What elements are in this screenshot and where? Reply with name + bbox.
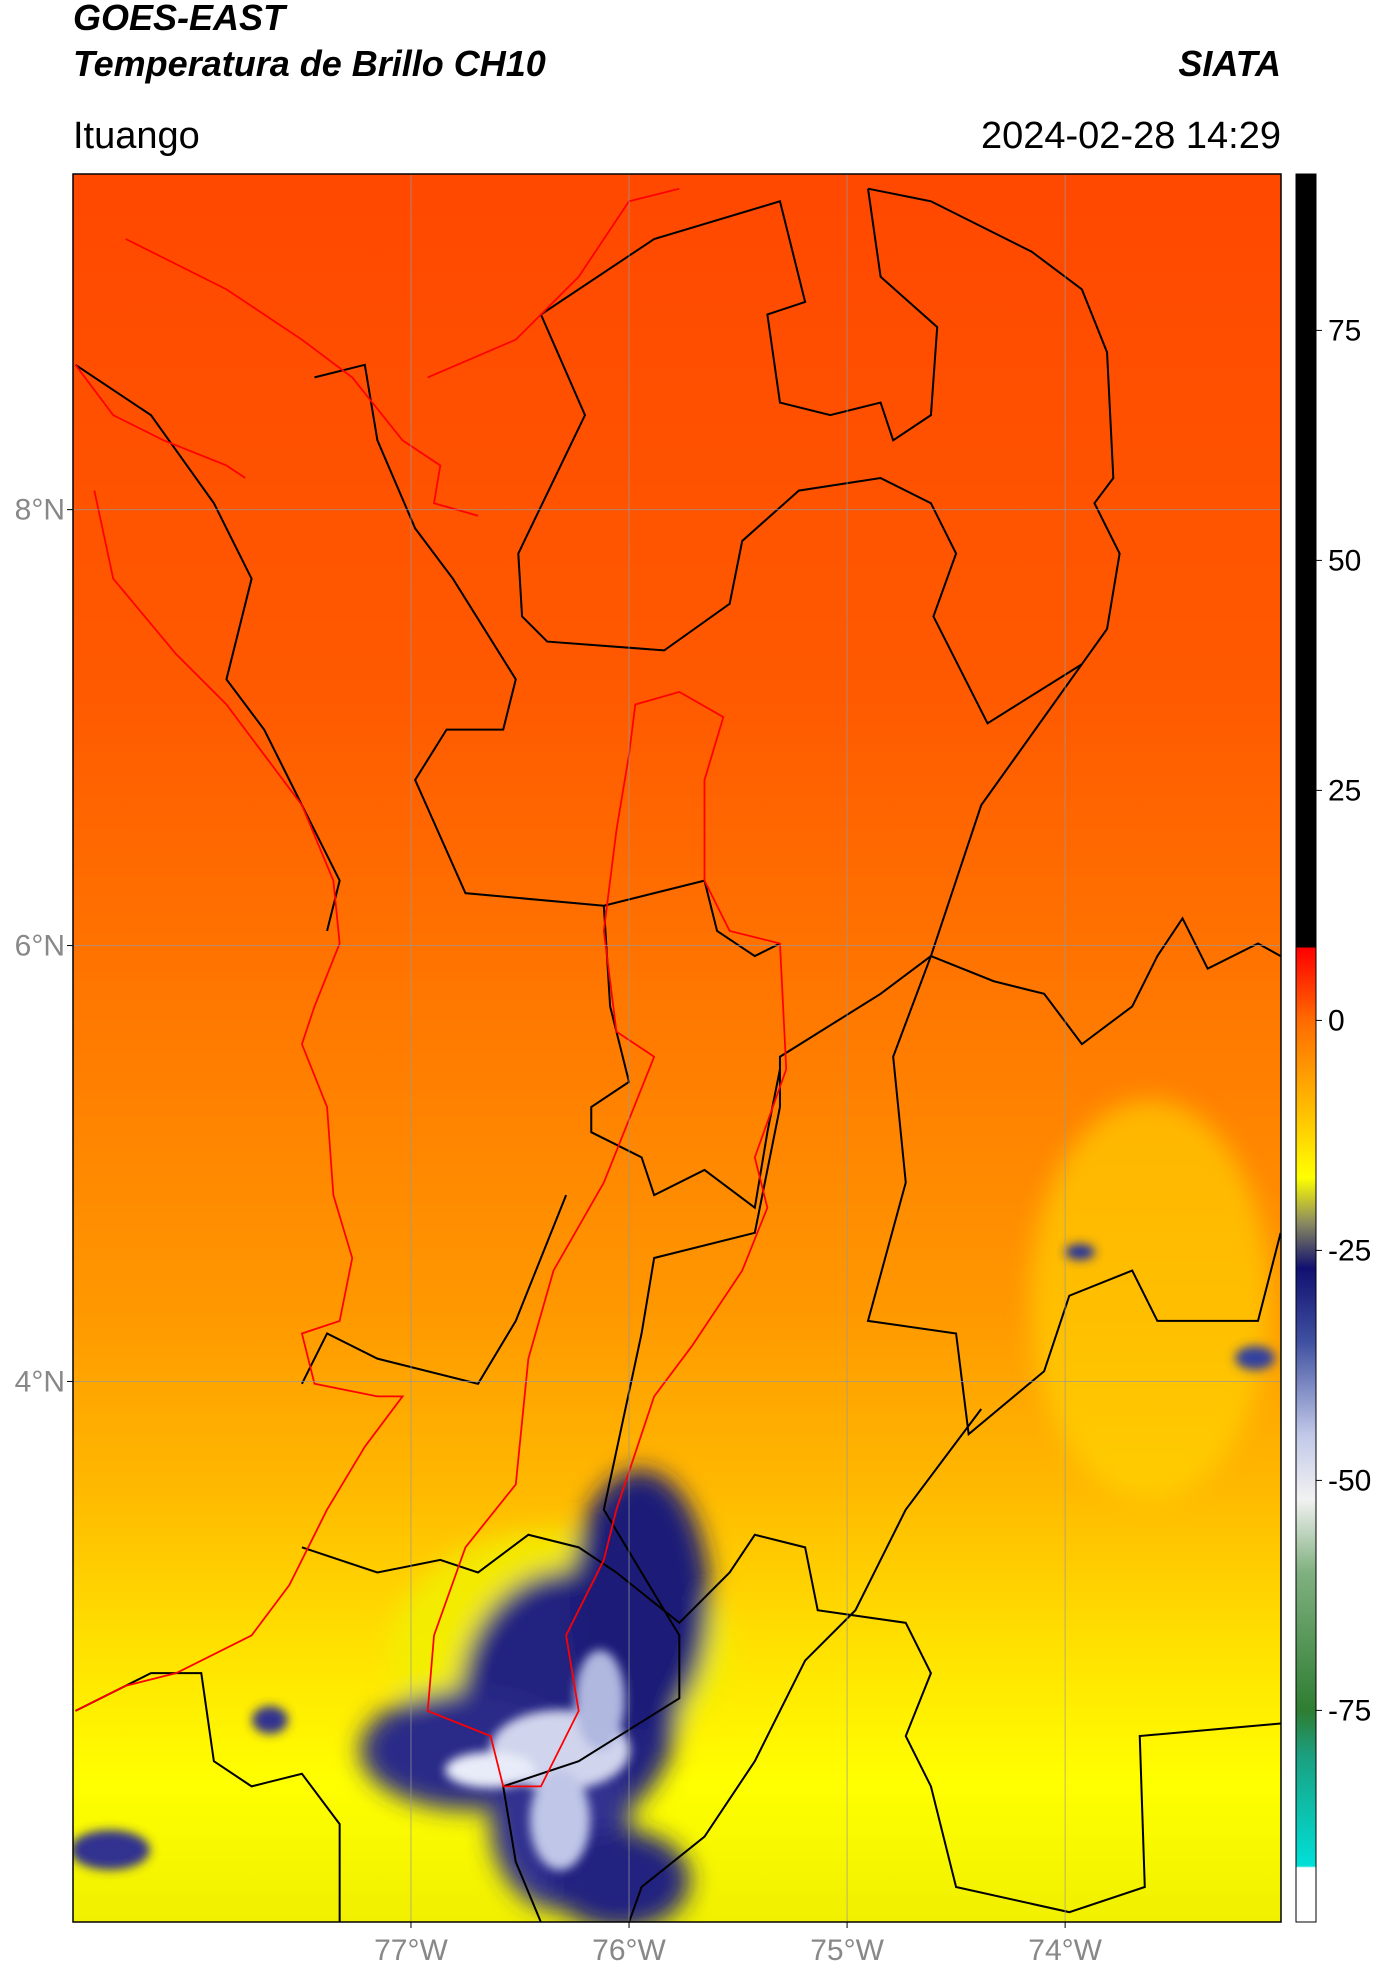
map-frame [72, 173, 1282, 1923]
subtitle: Temperatura de Brillo CH10 [73, 43, 546, 84]
colorbar-label: -75 [1328, 1694, 1371, 1727]
lon-label: 77°W [374, 1934, 448, 1967]
colorbar-label: 0 [1328, 1004, 1345, 1037]
region: Ituango [73, 115, 200, 157]
lon-label: 75°W [810, 1934, 884, 1967]
colorbar-label: 75 [1328, 314, 1361, 347]
datetime: 2024-02-28 14:29 [981, 115, 1281, 157]
colorbar [1295, 173, 1317, 1923]
lon-label: 74°W [1028, 1934, 1102, 1967]
lon-label: 76°W [592, 1934, 666, 1967]
title: GOES-EAST [73, 0, 288, 38]
source: SIATA [1178, 43, 1281, 84]
colorbar-label: -25 [1328, 1234, 1371, 1267]
colorbar-label: -50 [1328, 1464, 1371, 1497]
colorbar-label: 25 [1328, 774, 1361, 807]
lat-label: 6°N [15, 930, 65, 963]
colorbar-label: 50 [1328, 544, 1361, 577]
lat-label: 4°N [15, 1365, 65, 1398]
map-image [73, 174, 1281, 1922]
lat-label: 8°N [15, 494, 65, 527]
